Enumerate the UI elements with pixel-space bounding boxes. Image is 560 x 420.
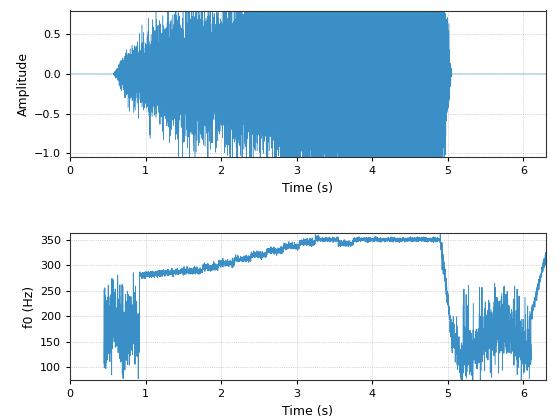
X-axis label: Time (s): Time (s) — [282, 405, 334, 417]
Y-axis label: Amplitude: Amplitude — [17, 52, 30, 116]
X-axis label: Time (s): Time (s) — [282, 182, 334, 195]
Y-axis label: f0 (Hz): f0 (Hz) — [23, 286, 36, 328]
